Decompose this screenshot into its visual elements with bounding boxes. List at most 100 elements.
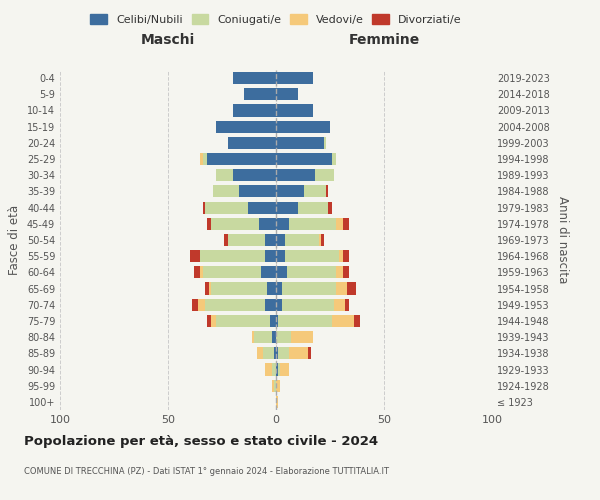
Bar bbox=[272, 364, 276, 376]
Bar bbox=[207, 218, 211, 230]
Bar bbox=[326, 186, 328, 198]
Legend: Celibi/Nubili, Coniugati/e, Vedovi/e, Divorziati/e: Celibi/Nubili, Coniugati/e, Vedovi/e, Di… bbox=[87, 10, 465, 28]
Bar bbox=[276, 169, 315, 181]
Bar bbox=[214, 186, 239, 198]
Bar bbox=[200, 266, 203, 278]
Bar bbox=[205, 282, 209, 294]
Bar bbox=[337, 266, 343, 278]
Bar bbox=[319, 234, 322, 246]
Bar bbox=[263, 348, 274, 360]
Bar bbox=[315, 169, 334, 181]
Bar bbox=[276, 282, 283, 294]
Bar bbox=[276, 153, 332, 165]
Bar bbox=[276, 396, 278, 408]
Bar bbox=[274, 380, 276, 392]
Bar bbox=[298, 202, 328, 213]
Bar bbox=[337, 218, 343, 230]
Bar bbox=[209, 282, 211, 294]
Bar bbox=[345, 298, 349, 311]
Bar bbox=[265, 364, 272, 376]
Bar bbox=[229, 137, 276, 149]
Bar bbox=[289, 218, 337, 230]
Bar bbox=[283, 298, 334, 311]
Bar bbox=[328, 202, 332, 213]
Bar bbox=[347, 282, 356, 294]
Bar bbox=[284, 250, 338, 262]
Bar bbox=[205, 202, 248, 213]
Bar bbox=[198, 298, 205, 311]
Bar bbox=[322, 234, 323, 246]
Bar bbox=[233, 169, 276, 181]
Bar bbox=[276, 298, 283, 311]
Bar bbox=[304, 186, 326, 198]
Bar bbox=[343, 250, 349, 262]
Bar bbox=[233, 72, 276, 84]
Bar bbox=[252, 331, 254, 343]
Bar bbox=[265, 234, 276, 246]
Bar bbox=[268, 282, 276, 294]
Text: Femmine: Femmine bbox=[349, 34, 419, 48]
Bar bbox=[291, 331, 313, 343]
Bar bbox=[334, 298, 345, 311]
Bar bbox=[203, 266, 261, 278]
Bar bbox=[224, 234, 229, 246]
Bar bbox=[276, 218, 289, 230]
Bar bbox=[272, 380, 274, 392]
Bar bbox=[257, 348, 263, 360]
Bar bbox=[276, 104, 313, 117]
Bar bbox=[194, 266, 200, 278]
Bar bbox=[239, 186, 276, 198]
Text: Maschi: Maschi bbox=[141, 34, 195, 48]
Bar bbox=[244, 88, 276, 101]
Bar bbox=[203, 202, 205, 213]
Bar bbox=[276, 380, 280, 392]
Bar bbox=[337, 282, 347, 294]
Text: COMUNE DI TRECCHINA (PZ) - Dati ISTAT 1° gennaio 2024 - Elaborazione TUTTITALIA.: COMUNE DI TRECCHINA (PZ) - Dati ISTAT 1°… bbox=[24, 468, 389, 476]
Bar bbox=[254, 331, 272, 343]
Bar bbox=[278, 348, 289, 360]
Bar bbox=[276, 266, 287, 278]
Bar bbox=[205, 298, 265, 311]
Bar bbox=[215, 169, 233, 181]
Bar bbox=[265, 250, 276, 262]
Bar bbox=[272, 331, 276, 343]
Bar bbox=[229, 234, 265, 246]
Y-axis label: Anni di nascita: Anni di nascita bbox=[556, 196, 569, 284]
Bar bbox=[278, 315, 332, 327]
Bar bbox=[276, 72, 313, 84]
Bar bbox=[283, 282, 337, 294]
Bar bbox=[274, 348, 276, 360]
Bar bbox=[343, 218, 349, 230]
Bar bbox=[278, 364, 280, 376]
Bar bbox=[343, 266, 349, 278]
Bar bbox=[276, 348, 278, 360]
Bar bbox=[248, 202, 276, 213]
Text: Popolazione per età, sesso e stato civile - 2024: Popolazione per età, sesso e stato civil… bbox=[24, 435, 378, 448]
Bar bbox=[207, 315, 211, 327]
Bar bbox=[338, 250, 343, 262]
Bar bbox=[332, 153, 337, 165]
Bar bbox=[354, 315, 360, 327]
Bar bbox=[276, 88, 298, 101]
Bar bbox=[192, 298, 198, 311]
Bar bbox=[276, 315, 278, 327]
Bar bbox=[276, 234, 284, 246]
Bar bbox=[276, 364, 278, 376]
Bar bbox=[261, 266, 276, 278]
Bar bbox=[211, 282, 268, 294]
Bar bbox=[233, 104, 276, 117]
Bar bbox=[323, 137, 326, 149]
Bar bbox=[287, 266, 337, 278]
Bar bbox=[211, 218, 259, 230]
Bar bbox=[332, 315, 354, 327]
Bar bbox=[276, 202, 298, 213]
Bar bbox=[284, 234, 319, 246]
Bar bbox=[276, 137, 323, 149]
Bar bbox=[259, 218, 276, 230]
Bar bbox=[276, 250, 284, 262]
Bar bbox=[200, 250, 265, 262]
Bar bbox=[211, 315, 215, 327]
Bar bbox=[276, 331, 291, 343]
Bar bbox=[207, 153, 276, 165]
Bar bbox=[215, 315, 269, 327]
